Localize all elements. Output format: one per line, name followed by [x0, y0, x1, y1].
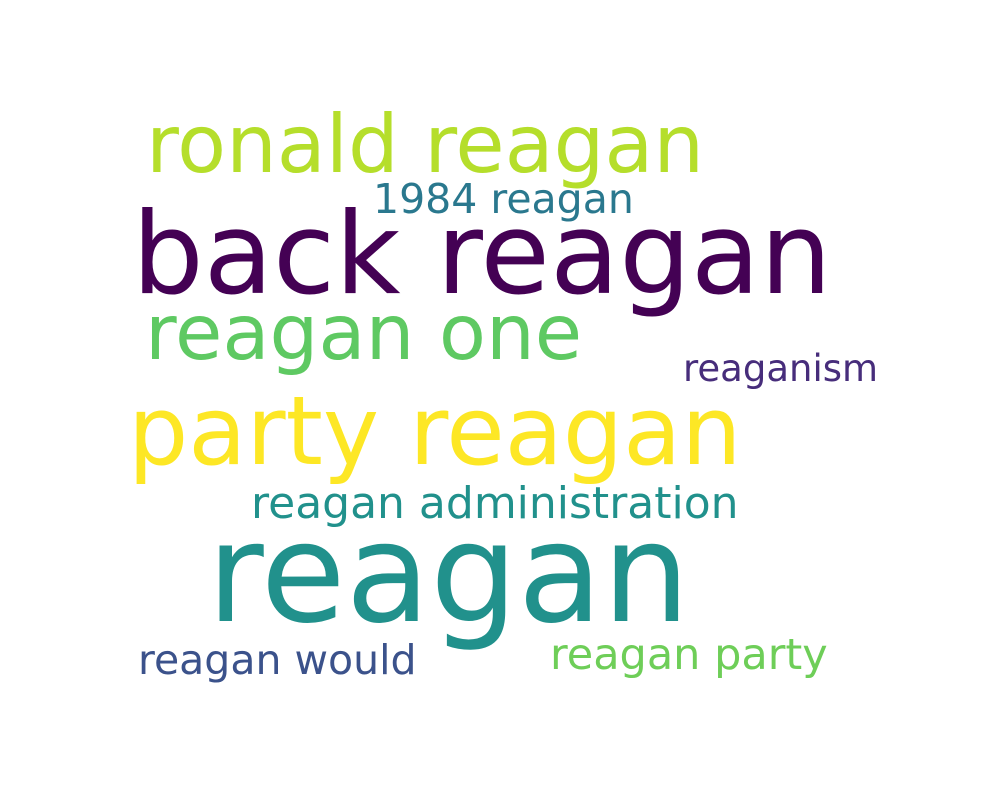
word-reagan-party: reagan party: [550, 630, 828, 680]
word-1984-reagan: 1984 reagan: [373, 175, 634, 223]
word-reagan-administration: reagan administration: [251, 478, 739, 529]
word-reagan-would: reagan would: [138, 636, 417, 684]
word-reagan: reagan: [207, 493, 690, 654]
word-back-reagan: back reagan: [132, 188, 832, 320]
word-party-reagan: party reagan: [128, 377, 742, 487]
word-reagan-one: reagan one: [145, 289, 583, 378]
word-ronald-reagan: ronald reagan: [146, 98, 705, 191]
word-reaganism: reaganism: [683, 347, 879, 390]
